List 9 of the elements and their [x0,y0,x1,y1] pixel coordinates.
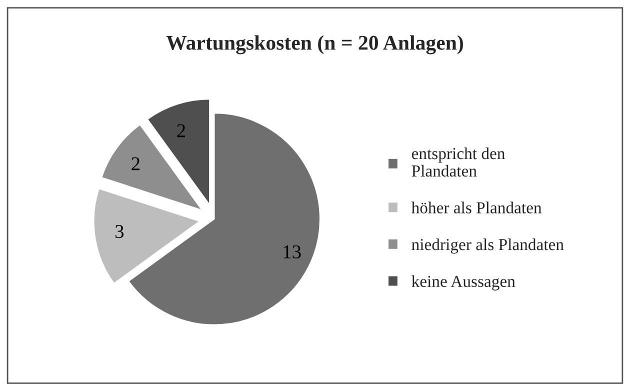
data-label: 3 [116,225,124,238]
chart-title: Wartungskosten (n = 20 Anlagen) [166,35,463,54]
legend-label: niedriger als Plandaten [412,238,564,254]
data-label: 13 [284,245,301,258]
legend-label: entspricht den Plandaten [412,147,505,177]
legend-label: keine Aussagen [412,275,516,290]
data-label: 2 [132,157,140,170]
legend-label: höher als Plandaten [411,202,542,214]
data-label: 2 [177,124,185,138]
